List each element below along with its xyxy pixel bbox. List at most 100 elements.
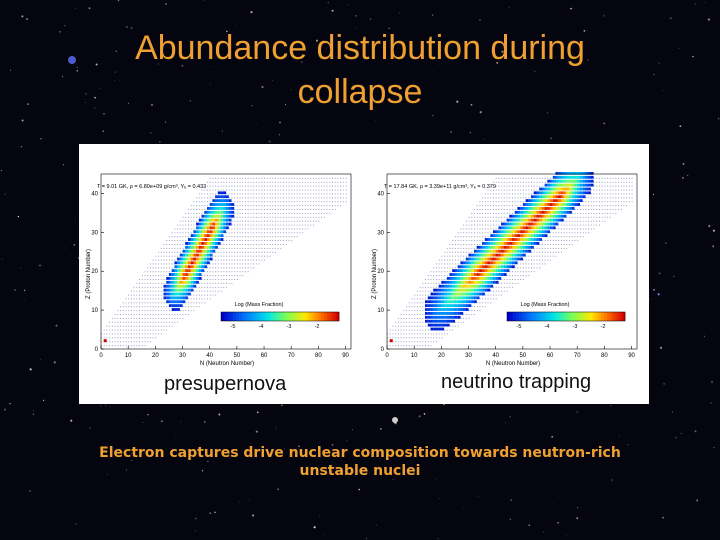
nuclide-point — [454, 267, 456, 269]
abundance-cell — [220, 234, 224, 237]
nuclide-point — [607, 212, 609, 214]
abundance-cell — [427, 315, 431, 319]
abundance-cell — [430, 308, 434, 311]
nuclide-point — [293, 185, 295, 187]
nuclide-point — [239, 185, 241, 187]
nuclide-point — [212, 259, 214, 261]
nuclide-point — [400, 333, 402, 335]
star — [329, 500, 331, 501]
nuclide-point — [395, 333, 397, 335]
nuclide-point — [155, 337, 157, 339]
nuclide-point — [623, 189, 625, 191]
nuclide-point — [264, 212, 265, 214]
nuclide-point — [264, 220, 265, 222]
nuclide-point — [158, 317, 160, 319]
nuclide-point — [495, 294, 497, 296]
nuclide-point — [163, 282, 165, 284]
abundance-cell — [454, 280, 458, 284]
nuclide-point — [623, 201, 625, 203]
nuclide-point — [509, 181, 511, 183]
abundance-cell — [509, 257, 513, 261]
nuclide-point — [128, 329, 130, 331]
nuclide-point — [269, 236, 271, 238]
star — [675, 436, 678, 439]
nuclide-point — [493, 298, 494, 300]
nuclide-point — [433, 337, 435, 339]
nuclide-point — [406, 314, 407, 315]
abundance-cell — [520, 226, 523, 230]
nuclide-point — [487, 197, 489, 199]
nuclide-point — [185, 212, 187, 214]
abundance-cell — [506, 222, 510, 226]
nuclide-point — [599, 181, 600, 183]
nuclide-point — [487, 294, 489, 296]
abundance-cell — [498, 242, 502, 245]
nuclide-point — [334, 205, 336, 207]
nuclide-point — [615, 189, 617, 191]
abundance-cell — [207, 214, 210, 218]
nuclide-point — [465, 244, 467, 245]
nuclide-point — [215, 181, 217, 183]
nuclide-point — [479, 201, 481, 203]
nuclide-point — [242, 181, 244, 183]
nuclide-point — [168, 251, 170, 253]
nuclide-point — [258, 255, 260, 257]
nuclide-point — [299, 212, 301, 214]
nuclide-point — [166, 255, 168, 257]
nuclide-point — [525, 189, 527, 191]
nuclide-point — [435, 341, 437, 343]
panel-header: T = 17.84 GK, ρ = 3.39e+11 g/cm³, Yₑ = 0… — [384, 184, 496, 190]
nuclide-point — [400, 321, 402, 323]
nuclide-point — [141, 337, 143, 339]
nuclide-point — [315, 201, 317, 203]
nuclide-point — [171, 259, 173, 261]
abundance-cell — [430, 312, 434, 315]
nuclide-point — [522, 259, 524, 261]
nuclide-point — [307, 209, 309, 210]
abundance-cell — [495, 242, 499, 245]
nuclide-point — [185, 306, 187, 308]
abundance-cell — [193, 249, 197, 253]
nuclide-point — [264, 193, 265, 195]
nuclide-point — [236, 275, 238, 277]
abundance-cell — [512, 257, 515, 261]
nuclide-point — [288, 209, 290, 210]
abundance-cell — [226, 207, 229, 210]
nuclide-point — [261, 177, 263, 179]
nuclide-point — [588, 212, 590, 214]
nuclide-point — [120, 325, 121, 327]
abundance-cell — [544, 218, 548, 222]
abundance-cell — [452, 280, 455, 284]
abundance-cell — [547, 226, 551, 230]
nuclide-point — [253, 236, 255, 238]
star — [603, 15, 605, 17]
nuclide-point — [555, 247, 557, 249]
star — [546, 112, 549, 114]
nuclide-point — [307, 185, 309, 187]
star — [323, 534, 325, 535]
abundance-cell — [487, 277, 491, 280]
abundance-cell — [435, 300, 439, 304]
nuclide-point — [416, 329, 418, 331]
star — [450, 131, 453, 134]
abundance-cell — [479, 249, 483, 253]
abundance-cell — [198, 273, 202, 276]
star — [355, 27, 357, 29]
nuclide-point — [228, 189, 230, 191]
nuclide-point — [226, 267, 227, 269]
abundance-cell — [220, 218, 224, 222]
abundance-cell — [193, 261, 197, 265]
nuclide-point — [133, 298, 135, 300]
abundance-cell — [168, 288, 172, 292]
abundance-cell — [215, 230, 218, 234]
nuclide-point — [147, 337, 149, 339]
nuclide-point — [463, 236, 465, 238]
abundance-cell — [174, 277, 178, 280]
nuclide-point — [144, 314, 146, 315]
nuclide-point — [114, 337, 116, 339]
nuclide-point — [196, 290, 198, 292]
abundance-cell — [495, 245, 499, 249]
nuclide-point — [179, 232, 181, 234]
abundance-cell — [204, 234, 208, 237]
nuclide-point — [136, 294, 138, 296]
